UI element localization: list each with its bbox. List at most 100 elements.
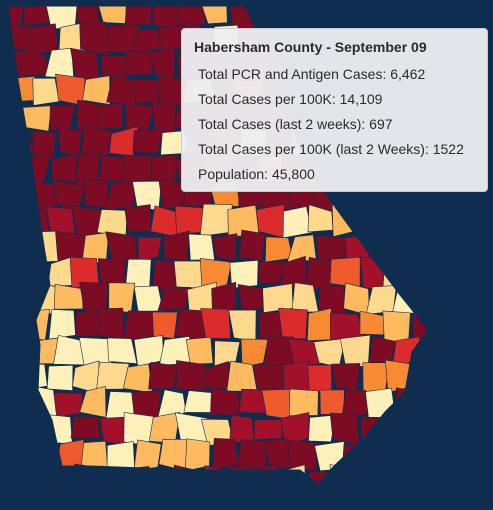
county[interactable]	[0, 151, 24, 180]
county[interactable]	[80, 494, 109, 510]
county[interactable]	[412, 312, 440, 339]
county[interactable]	[17, 255, 50, 289]
county[interactable]	[437, 469, 463, 492]
county[interactable]	[359, 310, 386, 336]
county[interactable]	[107, 337, 138, 364]
county[interactable]	[80, 440, 108, 469]
county[interactable]	[57, 493, 84, 510]
county[interactable]	[122, 310, 156, 342]
county[interactable]	[369, 336, 397, 364]
county[interactable]	[307, 364, 332, 393]
county[interactable]	[199, 203, 233, 237]
county[interactable]	[49, 414, 73, 445]
county[interactable]	[343, 282, 370, 316]
county[interactable]	[303, 3, 335, 28]
county[interactable]	[148, 411, 181, 444]
county[interactable]	[98, 307, 125, 339]
county[interactable]	[228, 309, 257, 343]
county[interactable]	[123, 154, 156, 185]
county[interactable]	[49, 104, 76, 131]
county[interactable]	[212, 233, 238, 262]
county[interactable]	[288, 388, 319, 417]
county[interactable]	[419, 283, 449, 317]
county[interactable]	[137, 236, 163, 263]
county[interactable]	[314, 441, 345, 472]
county[interactable]	[390, 439, 425, 472]
county[interactable]	[229, 1, 260, 30]
county[interactable]	[360, 416, 389, 442]
county[interactable]	[79, 385, 107, 418]
county[interactable]	[0, 207, 26, 232]
county[interactable]	[98, 102, 124, 129]
county[interactable]	[185, 336, 214, 365]
county[interactable]	[124, 466, 152, 495]
county[interactable]	[437, 206, 466, 238]
county[interactable]	[251, 0, 284, 27]
county[interactable]	[82, 75, 111, 105]
county[interactable]	[149, 48, 176, 82]
county[interactable]	[83, 177, 109, 208]
county[interactable]	[0, 418, 23, 441]
county[interactable]	[105, 494, 138, 510]
county[interactable]	[256, 204, 285, 239]
county[interactable]	[411, 414, 442, 446]
county[interactable]	[420, 493, 451, 510]
county[interactable]	[122, 50, 153, 76]
county[interactable]	[392, 336, 423, 366]
county[interactable]	[365, 387, 396, 419]
county[interactable]	[81, 125, 113, 158]
county[interactable]	[282, 360, 311, 393]
county[interactable]	[238, 229, 266, 261]
county[interactable]	[444, 493, 473, 510]
county[interactable]	[436, 363, 467, 387]
county[interactable]	[418, 388, 446, 420]
county[interactable]	[283, 464, 306, 496]
county[interactable]	[444, 387, 475, 420]
county[interactable]	[237, 284, 266, 311]
county[interactable]	[70, 47, 101, 81]
county[interactable]	[70, 416, 101, 439]
county[interactable]	[382, 411, 416, 446]
county[interactable]	[5, 438, 31, 472]
county[interactable]	[315, 235, 348, 264]
county[interactable]	[342, 444, 370, 472]
county[interactable]	[200, 308, 231, 339]
county[interactable]	[252, 363, 284, 394]
county[interactable]	[51, 153, 78, 183]
county[interactable]	[0, 311, 21, 338]
county[interactable]	[418, 337, 446, 369]
county[interactable]	[133, 335, 165, 367]
county[interactable]	[132, 29, 162, 54]
county[interactable]	[329, 464, 363, 498]
county[interactable]	[5, 179, 34, 211]
county[interactable]	[417, 230, 449, 263]
county[interactable]	[184, 438, 211, 472]
county[interactable]	[261, 389, 293, 420]
county[interactable]	[278, 307, 308, 340]
county[interactable]	[135, 490, 160, 510]
county[interactable]	[163, 230, 190, 262]
county[interactable]	[22, 464, 50, 494]
county[interactable]	[176, 360, 208, 391]
county[interactable]	[320, 496, 346, 510]
county[interactable]	[57, 126, 82, 157]
county[interactable]	[96, 0, 127, 24]
county[interactable]	[262, 283, 294, 314]
county[interactable]	[418, 439, 445, 470]
county[interactable]	[236, 492, 265, 510]
county[interactable]	[408, 466, 437, 498]
county[interactable]	[96, 465, 130, 498]
county[interactable]	[211, 438, 238, 471]
county[interactable]	[157, 286, 190, 311]
county[interactable]	[158, 438, 188, 472]
county[interactable]	[395, 387, 425, 419]
county[interactable]	[44, 47, 75, 79]
county[interactable]	[436, 415, 468, 445]
county[interactable]	[214, 340, 241, 367]
county[interactable]	[386, 205, 414, 238]
county[interactable]	[71, 205, 104, 238]
county[interactable]	[357, 470, 391, 493]
county[interactable]	[200, 0, 228, 25]
county[interactable]	[132, 128, 165, 154]
county[interactable]	[384, 463, 415, 496]
